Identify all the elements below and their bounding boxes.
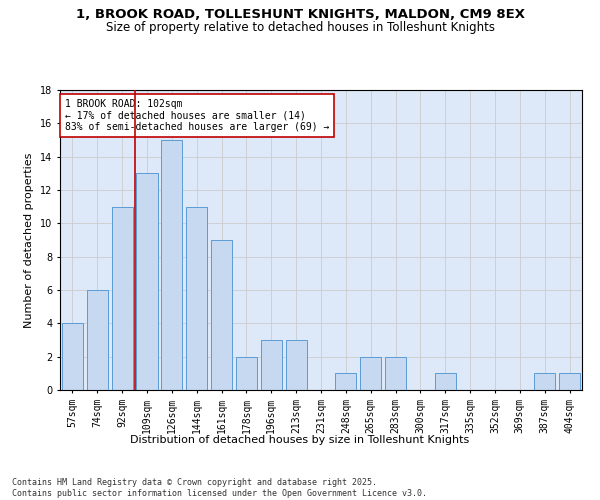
Bar bbox=[112, 206, 133, 390]
Bar bbox=[236, 356, 257, 390]
Text: Size of property relative to detached houses in Tolleshunt Knights: Size of property relative to detached ho… bbox=[106, 21, 494, 34]
Bar bbox=[62, 324, 83, 390]
Bar bbox=[559, 374, 580, 390]
Y-axis label: Number of detached properties: Number of detached properties bbox=[25, 152, 34, 328]
Bar bbox=[534, 374, 555, 390]
Bar bbox=[161, 140, 182, 390]
Bar bbox=[211, 240, 232, 390]
Bar bbox=[385, 356, 406, 390]
Text: Distribution of detached houses by size in Tolleshunt Knights: Distribution of detached houses by size … bbox=[130, 435, 470, 445]
Text: 1 BROOK ROAD: 102sqm
← 17% of detached houses are smaller (14)
83% of semi-detac: 1 BROOK ROAD: 102sqm ← 17% of detached h… bbox=[65, 99, 329, 132]
Bar bbox=[335, 374, 356, 390]
Bar bbox=[186, 206, 207, 390]
Text: 1, BROOK ROAD, TOLLESHUNT KNIGHTS, MALDON, CM9 8EX: 1, BROOK ROAD, TOLLESHUNT KNIGHTS, MALDO… bbox=[76, 8, 524, 20]
Bar bbox=[87, 290, 108, 390]
Bar bbox=[286, 340, 307, 390]
Bar bbox=[261, 340, 282, 390]
Bar bbox=[136, 174, 158, 390]
Bar bbox=[360, 356, 381, 390]
Bar bbox=[435, 374, 456, 390]
Text: Contains HM Land Registry data © Crown copyright and database right 2025.
Contai: Contains HM Land Registry data © Crown c… bbox=[12, 478, 427, 498]
